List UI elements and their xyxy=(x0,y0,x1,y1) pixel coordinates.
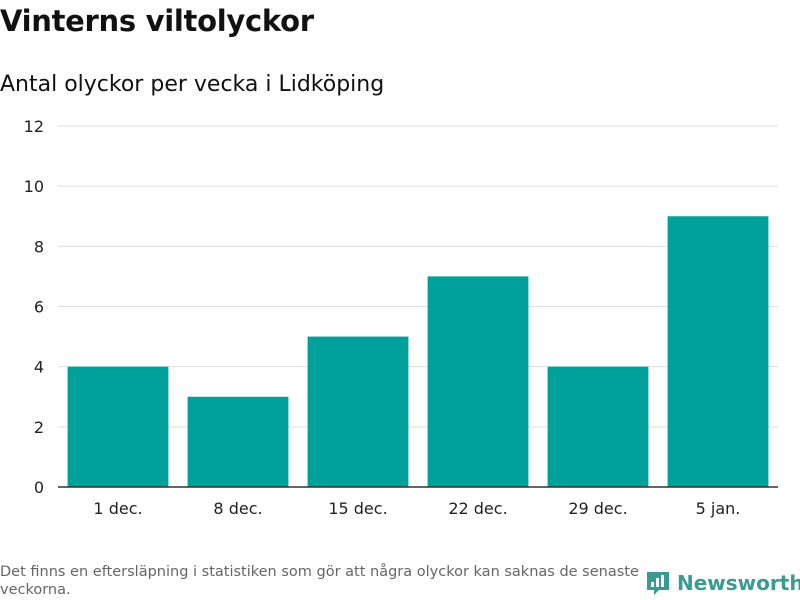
x-tick-label: 22 dec. xyxy=(448,499,507,518)
bar-4 xyxy=(427,276,529,487)
newsworthy-logo-icon xyxy=(647,572,669,595)
x-tick-label: 29 dec. xyxy=(568,499,627,518)
brand-logo: Newsworthy xyxy=(645,570,800,596)
x-tick-label: 15 dec. xyxy=(328,499,387,518)
bar-chart: 0 2 4 6 8 10 12 1 dec. 8 dec. 15 dec. 22 dec. 29 de… xyxy=(24,117,778,518)
chart-title: Vinterns viltolyckor xyxy=(0,4,314,38)
x-tick-label: 5 jan. xyxy=(696,499,741,518)
x-tick-label: 1 dec. xyxy=(93,499,142,518)
y-tick-label: 4 xyxy=(34,358,44,377)
y-tick-label: 8 xyxy=(34,237,44,256)
x-tick-label: 8 dec. xyxy=(213,499,262,518)
footnote: Det finns en eftersläpning i statistiken… xyxy=(0,564,639,598)
y-tick-label: 12 xyxy=(24,117,44,136)
brand-name: Newsworthy xyxy=(677,571,800,595)
y-tick-label: 2 xyxy=(34,418,44,437)
y-tick-label: 6 xyxy=(34,298,44,317)
chart-subtitle: Antal olyckor per vecka i Lidköping xyxy=(0,72,385,97)
bar-3 xyxy=(307,336,409,487)
bar-6 xyxy=(667,216,769,487)
bar-2 xyxy=(187,396,289,487)
y-tick-label: 10 xyxy=(24,177,44,196)
bar-1 xyxy=(67,366,169,487)
y-tick-label: 0 xyxy=(34,478,44,497)
bar-5 xyxy=(547,366,649,487)
